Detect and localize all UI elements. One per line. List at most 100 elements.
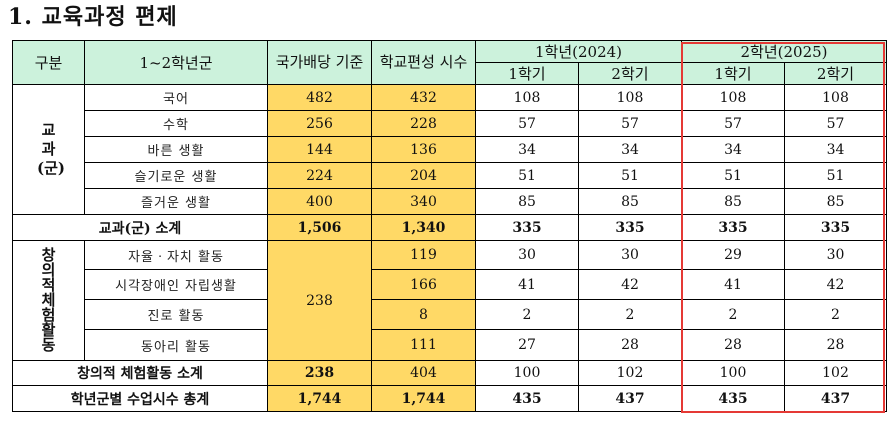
y2-sem2-hours: 42 [784, 269, 887, 300]
grand-total-row: 학년군별 수업시수 총계 1,744 1,744 435 437 435 437 [12, 385, 887, 412]
subject-name: 즐거운 생활 [84, 188, 268, 215]
y2-sem2-hours: 85 [784, 188, 887, 215]
y1-sem1-hours: 335 [475, 214, 579, 241]
school-hours: 136 [371, 136, 476, 163]
national-hours: 400 [267, 188, 372, 215]
activities-category: 창의적체험활동 [12, 240, 85, 361]
header-y2-sem2: 2학기 [784, 62, 887, 85]
table-row: 창의적체험활동 자율ㆍ자치 활동 238 119 30 30 29 30 [12, 240, 887, 361]
y2-sem1-hours: 2 [681, 299, 785, 330]
y2-sem1-hours: 29 [681, 240, 785, 270]
header-grade-group: 1~2학년군 [84, 40, 268, 85]
school-hours: 404 [371, 360, 476, 386]
school-hours: 432 [371, 84, 476, 111]
table-row: 동아리 활동 111 27 28 28 28 [13, 329, 887, 361]
national-hours: 238 [267, 360, 372, 386]
school-hours: 111 [371, 329, 476, 361]
y2-sem1-hours: 41 [681, 269, 785, 300]
school-hours: 166 [371, 269, 476, 300]
y2-sem2-hours: 28 [784, 329, 887, 361]
national-hours: 1,744 [267, 385, 372, 412]
activity-name: 동아리 활동 [84, 329, 268, 361]
y2-sem2-hours: 437 [784, 385, 887, 412]
y2-sem2-hours: 2 [784, 299, 887, 330]
y1-sem1-hours: 435 [475, 385, 579, 412]
school-hours: 8 [371, 299, 476, 330]
school-hours: 204 [371, 162, 476, 189]
y2-sem2-hours: 335 [784, 214, 887, 241]
subjects-total-row: 교과(군) 소계 1,506 1,340 335 335 335 335 [12, 214, 887, 241]
y2-sem2-hours: 34 [784, 136, 887, 163]
page-title: 1. 교육과정 편제 [8, 4, 178, 30]
subject-name: 바른 생활 [84, 136, 268, 163]
y2-sem1-hours: 335 [681, 214, 785, 241]
y1-sem1-hours: 108 [475, 84, 579, 111]
activity-name: 진로 활동 [84, 299, 268, 330]
table-row: 즐거운 생활 400 340 85 85 85 85 [13, 188, 887, 215]
school-hours: 119 [371, 240, 476, 270]
table-row: 바른 생활 144 136 34 34 34 34 [13, 136, 887, 163]
y1-sem2-hours: 34 [578, 136, 682, 163]
header-year2: 2학년(2025) [681, 40, 887, 63]
y2-sem2-hours: 108 [784, 84, 887, 111]
national-hours: 224 [267, 162, 372, 189]
y2-sem1-hours: 34 [681, 136, 785, 163]
table-row: 시각장애인 자립생활 166 41 42 41 42 [13, 269, 887, 300]
table-row: 진로 활동 8 2 2 2 2 [13, 299, 887, 330]
subjects-category: 교과(군) [12, 84, 85, 215]
table-row: 수학 256 228 57 57 57 57 [13, 110, 887, 137]
national-hours: 482 [267, 84, 372, 111]
y1-sem1-hours: 34 [475, 136, 579, 163]
y1-sem2-hours: 42 [578, 269, 682, 300]
y2-sem1-hours: 57 [681, 110, 785, 137]
national-hours: 144 [267, 136, 372, 163]
header-y1-sem1: 1학기 [475, 62, 579, 85]
activity-name: 시각장애인 자립생활 [84, 269, 268, 300]
y1-sem2-hours: 85 [578, 188, 682, 215]
header-school: 학교편성 시수 [371, 40, 476, 85]
y1-sem2-hours: 108 [578, 84, 682, 111]
header-y2-sem1: 1학기 [681, 62, 785, 85]
y2-sem2-hours: 102 [784, 360, 887, 386]
y1-sem1-hours: 57 [475, 110, 579, 137]
y1-sem1-hours: 27 [475, 329, 579, 361]
grand-total-label: 학년군별 수업시수 총계 [12, 385, 268, 412]
subject-name: 수학 [84, 110, 268, 137]
school-hours: 340 [371, 188, 476, 215]
y1-sem1-hours: 41 [475, 269, 579, 300]
y1-sem2-hours: 102 [578, 360, 682, 386]
activities-national-hours: 238 [267, 240, 372, 361]
national-hours: 1,506 [267, 214, 372, 241]
y2-sem1-hours: 108 [681, 84, 785, 111]
y2-sem1-hours: 435 [681, 385, 785, 412]
table-row: 교과(군) 국어 482 432 108 108 108 108 [12, 84, 887, 215]
y2-sem2-hours: 30 [784, 240, 887, 270]
y1-sem1-hours: 30 [475, 240, 579, 270]
y1-sem1-hours: 51 [475, 162, 579, 189]
y1-sem2-hours: 28 [578, 329, 682, 361]
header-national: 국가배당 기준 [267, 40, 372, 85]
y1-sem2-hours: 335 [578, 214, 682, 241]
y2-sem1-hours: 100 [681, 360, 785, 386]
y2-sem1-hours: 28 [681, 329, 785, 361]
y1-sem2-hours: 51 [578, 162, 682, 189]
y2-sem2-hours: 51 [784, 162, 887, 189]
curriculum-table: 구분 1~2학년군 국가배당 기준 학교편성 시수 1학년(2024) 2학년(… [12, 40, 887, 412]
y2-sem1-hours: 85 [681, 188, 785, 215]
activities-total-label: 창의적 체험활동 소계 [12, 360, 268, 386]
school-hours: 1,744 [371, 385, 476, 412]
y2-sem1-hours: 51 [681, 162, 785, 189]
subject-name: 슬기로운 생활 [84, 162, 268, 189]
y1-sem2-hours: 57 [578, 110, 682, 137]
school-hours: 1,340 [371, 214, 476, 241]
activities-total-row: 창의적 체험활동 소계 238 404 100 102 100 102 [12, 360, 887, 386]
national-hours: 256 [267, 110, 372, 137]
y1-sem2-hours: 30 [578, 240, 682, 270]
y1-sem1-hours: 85 [475, 188, 579, 215]
header-category: 구분 [12, 40, 85, 85]
header-year1: 1학년(2024) [475, 40, 682, 63]
header-y1-sem2: 2학기 [578, 62, 682, 85]
table-row: 슬기로운 생활 224 204 51 51 51 51 [13, 162, 887, 189]
subjects-total-label: 교과(군) 소계 [12, 214, 268, 241]
y1-sem1-hours: 100 [475, 360, 579, 386]
